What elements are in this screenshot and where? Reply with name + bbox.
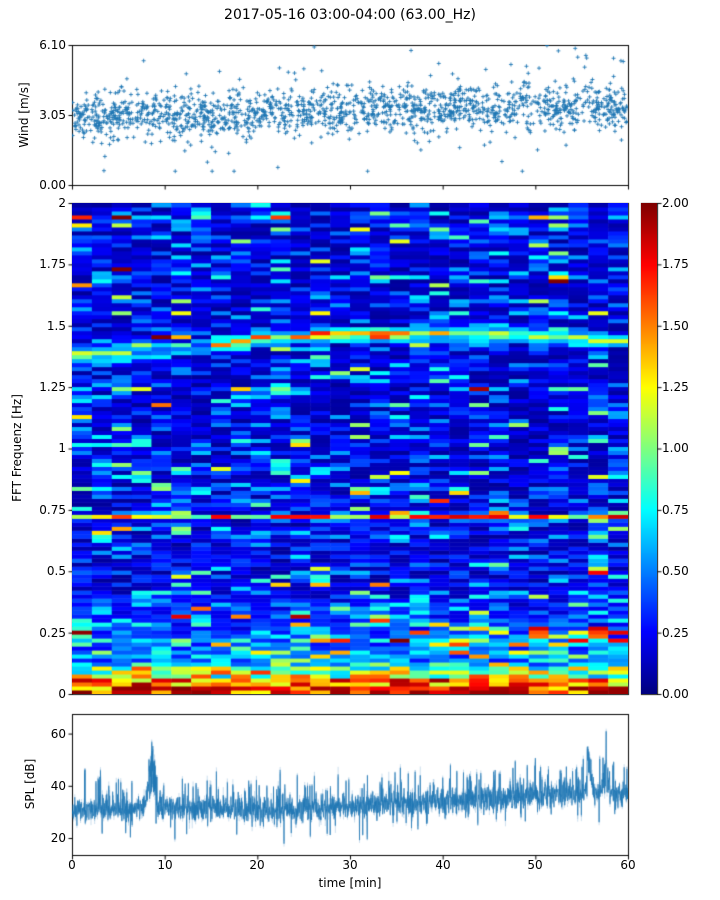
y-tick-label: 0.5 — [46, 564, 66, 578]
x-tick-label: 20 — [249, 858, 265, 872]
y-tick-label: 0 — [58, 687, 66, 701]
spl-line-plot — [72, 714, 628, 855]
y-tick-label: 40 — [50, 779, 66, 793]
x-axis-label: time [min] — [318, 876, 382, 890]
x-tick-label: 10 — [157, 858, 173, 872]
y-tick-label: 2 — [58, 196, 66, 210]
y-tick-label: 1.25 — [39, 380, 66, 394]
colorbar-tick-label: 1.75 — [662, 257, 689, 271]
y-tick-label: 20 — [50, 831, 66, 845]
y-tick-label: 6.10 — [39, 38, 66, 52]
colorbar-tick-label: 1.00 — [662, 441, 689, 455]
y-tick-label: 60 — [50, 727, 66, 741]
y-tick-label: 0.00 — [39, 178, 66, 192]
colorbar-tick-label: 2.00 — [662, 196, 689, 210]
colorbar-tick-label: 1.50 — [662, 319, 689, 333]
y-tick-label: 3.05 — [39, 108, 66, 122]
y-tick-label: 1.75 — [39, 257, 66, 271]
fft-spectrogram-heatmap — [72, 203, 628, 694]
y-tick-label: 1.5 — [46, 319, 66, 333]
x-tick-label: 50 — [527, 858, 543, 872]
colorbar-tick-label: 0.00 — [662, 687, 689, 701]
x-tick-label: 0 — [68, 858, 76, 872]
x-tick-label: 60 — [620, 858, 636, 872]
colorbar-tick-label: 0.75 — [662, 503, 689, 517]
y-tick-label: 0.25 — [39, 626, 66, 640]
colorbar-tick-label: 1.25 — [662, 380, 689, 394]
y-tick-label: 0.75 — [39, 503, 66, 517]
colorbar-tick-label: 0.50 — [662, 564, 689, 578]
x-tick-label: 40 — [435, 858, 451, 872]
wind-scatter-plot — [72, 45, 628, 185]
y-tick-label: 1 — [58, 441, 66, 455]
x-tick-label: 30 — [342, 858, 358, 872]
colorbar-tick-label: 0.25 — [662, 626, 689, 640]
colorbar — [641, 203, 657, 694]
